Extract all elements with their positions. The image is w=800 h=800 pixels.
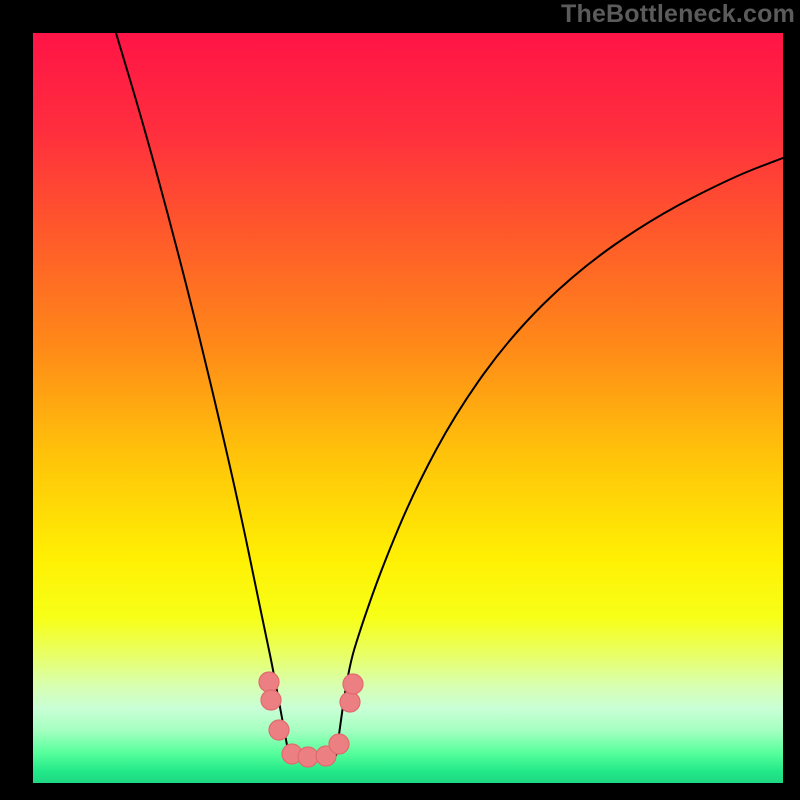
data-marker [298,747,318,767]
data-marker [343,674,363,694]
data-marker [340,692,360,712]
gradient-background [33,33,783,783]
chart-frame [0,0,800,800]
data-marker [329,734,349,754]
watermark-text: TheBottleneck.com [561,0,795,29]
data-marker [261,690,281,710]
bottleneck-curve-chart [0,0,800,800]
data-marker [259,672,279,692]
data-marker [269,720,289,740]
